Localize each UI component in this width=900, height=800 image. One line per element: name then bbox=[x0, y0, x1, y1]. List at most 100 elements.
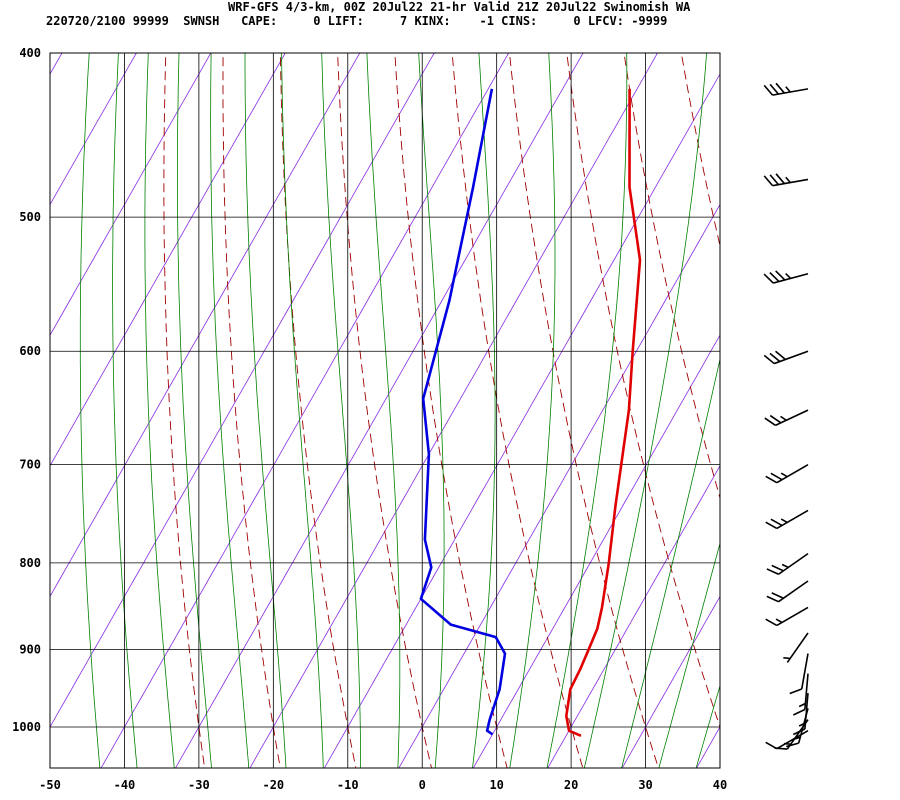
temperature-tick-label: 0 bbox=[419, 778, 426, 792]
wind-barb-feather bbox=[766, 568, 779, 575]
isotherm-line bbox=[50, 53, 286, 467]
wind-barb-staff bbox=[786, 632, 809, 663]
temperature-tick-label: 20 bbox=[564, 778, 578, 792]
moist-adiabat-line bbox=[658, 541, 720, 768]
wind-barb-feather bbox=[766, 595, 779, 603]
isotherm-line bbox=[249, 53, 658, 768]
wind-barb-feather bbox=[775, 82, 785, 94]
moist-adiabat-line bbox=[281, 53, 324, 768]
wind-barb bbox=[789, 653, 809, 695]
reference-lines bbox=[50, 15, 900, 770]
pressure-axis-labels: 400 500 600 700 800 900 1000 bbox=[12, 46, 41, 734]
pressure-tick-label: 900 bbox=[19, 642, 41, 656]
moist-adiabat-line bbox=[472, 53, 496, 768]
temperature-tick-label: 30 bbox=[638, 778, 652, 792]
wind-barb-feather bbox=[769, 83, 780, 95]
isotherm-line bbox=[50, 53, 137, 206]
dry-adiabat-line bbox=[337, 53, 433, 768]
moist-adiabat-line bbox=[144, 53, 175, 768]
wind-barb bbox=[766, 552, 809, 575]
isotherm-line bbox=[472, 334, 720, 768]
isotherm-line bbox=[100, 53, 510, 768]
temperature-profile-line bbox=[564, 88, 642, 737]
wind-barb-feather bbox=[765, 475, 778, 484]
isotherm-line bbox=[50, 53, 435, 728]
wind-barb-feather bbox=[775, 350, 786, 361]
wind-barb bbox=[765, 463, 809, 484]
pressure-tick-label: 800 bbox=[19, 556, 41, 570]
wind-barb-feather bbox=[769, 271, 780, 283]
moist-adiabat-line bbox=[695, 684, 720, 768]
temperature-tick-label: -40 bbox=[114, 778, 136, 792]
isotherm-line bbox=[50, 53, 63, 75]
dry-adiabat-line bbox=[680, 53, 720, 248]
wind-barb-feather bbox=[785, 176, 791, 184]
wind-barb-feather bbox=[781, 563, 789, 569]
isotherm-line bbox=[50, 53, 212, 337]
wind-barb-feather bbox=[775, 173, 785, 185]
wind-barb-feather bbox=[763, 84, 774, 96]
wind-barb-feather bbox=[770, 518, 783, 527]
moist-adiabat-line bbox=[244, 53, 287, 768]
moist-adiabat-line bbox=[621, 357, 720, 768]
wind-barb bbox=[763, 82, 809, 96]
wind-barb-feather bbox=[764, 417, 776, 427]
wind-barbs bbox=[763, 82, 809, 750]
pressure-tick-label: 400 bbox=[19, 46, 41, 60]
dry-adiabat-line bbox=[163, 53, 206, 768]
isotherm-line bbox=[621, 595, 720, 768]
sounding-profiles bbox=[419, 88, 642, 737]
wind-barb-feather bbox=[769, 414, 782, 424]
temperature-tick-label: -10 bbox=[337, 778, 359, 792]
wind-barb-feather bbox=[765, 521, 778, 530]
dry-adiabat-line bbox=[509, 53, 659, 768]
wind-barb bbox=[783, 632, 809, 663]
chart-title: WRF-GFS 4/3-km, 00Z 20Jul22 21-hr Valid … bbox=[228, 0, 691, 14]
dry-adiabat-line bbox=[788, 15, 900, 770]
isotherm-line bbox=[845, 15, 900, 770]
temperature-tick-label: -50 bbox=[39, 778, 61, 792]
wind-barb-feather bbox=[783, 657, 791, 660]
wind-barb-feather bbox=[765, 741, 778, 750]
pressure-tick-label: 500 bbox=[19, 210, 41, 224]
moist-adiabat-line bbox=[583, 53, 708, 768]
wind-barb-feather bbox=[769, 352, 781, 363]
wind-barb-feather bbox=[775, 618, 783, 624]
moist-adiabat-line bbox=[112, 53, 138, 768]
moist-adiabat-line bbox=[509, 53, 556, 768]
temperature-tick-label: 40 bbox=[713, 778, 727, 792]
dry-adiabat-line bbox=[394, 53, 508, 768]
moist-adiabat-line bbox=[366, 53, 401, 768]
wind-barb-feather bbox=[765, 618, 778, 627]
wind-barb bbox=[765, 509, 809, 530]
plot-frame bbox=[49, 52, 721, 769]
isotherm-line bbox=[323, 73, 720, 768]
wind-barb-staff bbox=[776, 729, 809, 750]
temperature-tick-label: 10 bbox=[489, 778, 503, 792]
wind-barb-feather bbox=[780, 518, 788, 524]
temperature-tick-label: -20 bbox=[262, 778, 284, 792]
wind-barb-feather bbox=[763, 354, 775, 365]
isotherm-line bbox=[547, 465, 720, 768]
pressure-tick-label: 700 bbox=[19, 458, 41, 472]
isotherm-line bbox=[770, 15, 900, 770]
dry-adiabat-line bbox=[566, 53, 720, 729]
dry-adiabat-line bbox=[732, 15, 900, 770]
moist-adiabat-line bbox=[418, 53, 445, 768]
isotherm-line bbox=[175, 53, 584, 768]
stability-indices-line: 220720/2100 99999 SWNSH CAPE: 0 LIFT: 7 … bbox=[46, 14, 668, 28]
isotherm-line bbox=[50, 53, 361, 598]
dry-adiabat-line bbox=[623, 53, 720, 500]
temperature-tick-label: -30 bbox=[188, 778, 210, 792]
wind-barb bbox=[763, 270, 809, 284]
dry-adiabat-line bbox=[279, 53, 357, 768]
moist-adiabat-line bbox=[176, 53, 212, 768]
pressure-temperature-grid bbox=[49, 52, 721, 769]
wind-barb-feather bbox=[789, 688, 803, 695]
isotherm-line bbox=[696, 726, 720, 768]
wind-barb-feather bbox=[785, 272, 792, 279]
moist-adiabat-line bbox=[210, 53, 250, 768]
dry-adiabat-line bbox=[222, 53, 281, 768]
isotherm-line bbox=[398, 203, 720, 768]
